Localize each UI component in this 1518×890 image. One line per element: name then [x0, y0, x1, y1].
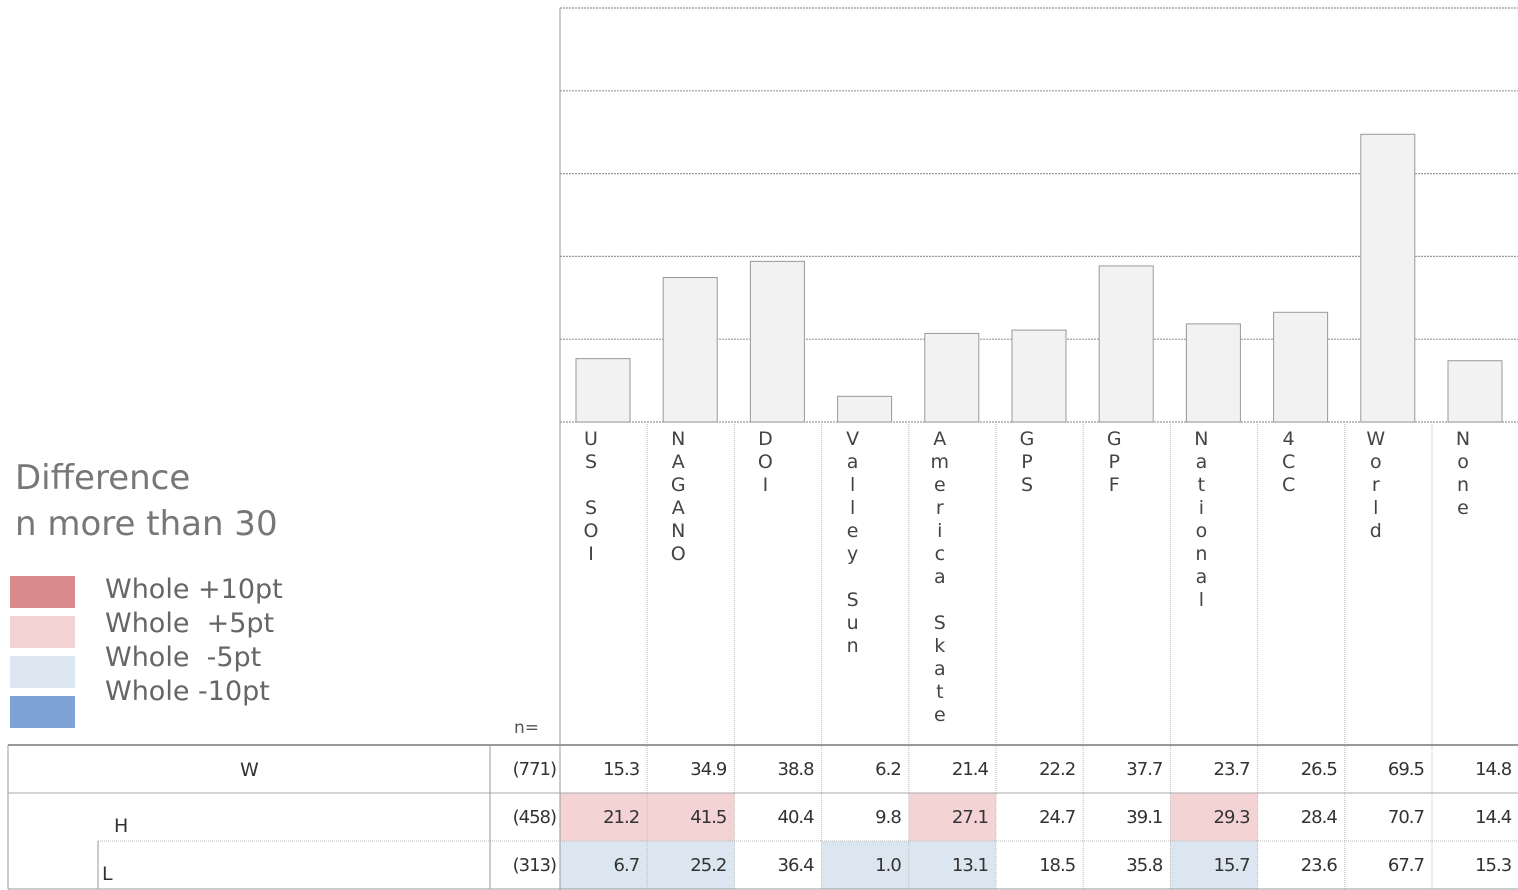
cell-highlight [647, 841, 735, 889]
cell-value: 21.2 [603, 807, 640, 828]
category-label: US SOI [580, 428, 602, 566]
legend-label: Whole -10pt [105, 676, 270, 707]
cell-value: 41.5 [690, 807, 727, 828]
cell-value: 21.4 [951, 759, 989, 780]
cell-value: 37.7 [1126, 759, 1163, 780]
cell-value: 15.3 [1475, 855, 1512, 876]
row-label: L [102, 863, 113, 885]
legend-label: Whole +5pt [105, 608, 275, 639]
category-label: NAGANO [667, 428, 690, 566]
bar [1098, 265, 1154, 423]
bar [1185, 323, 1241, 423]
cell-value: 1.0 [875, 855, 902, 876]
legend-title: Difference [15, 458, 191, 498]
row-label: H [114, 815, 129, 837]
cell-highlight [1170, 841, 1258, 889]
cell-value: 15.3 [603, 759, 640, 780]
cell-value: 18.5 [1039, 855, 1076, 876]
cell-value: 39.1 [1126, 807, 1163, 828]
legend-label: Whole -5pt [105, 642, 262, 673]
cell-value: 13.1 [951, 855, 989, 876]
cell-value: 36.4 [777, 855, 815, 876]
cell-value: 6.7 [613, 855, 641, 876]
n-value: (771) [512, 759, 557, 780]
cell-highlight [908, 841, 996, 889]
cell-value: 28.4 [1300, 807, 1338, 828]
bar [662, 277, 718, 423]
category-label: DOI [754, 428, 777, 497]
cell-value: 26.5 [1300, 759, 1338, 780]
cell-value: 23.7 [1213, 759, 1251, 780]
cell-highlight [647, 793, 735, 841]
cell-highlight [1170, 793, 1258, 841]
bar [1360, 133, 1416, 423]
legend-label: Whole +10pt [105, 574, 283, 605]
bar [575, 358, 631, 423]
cell-value: 23.6 [1300, 855, 1338, 876]
cell-value: 6.2 [875, 759, 902, 780]
n-header: n= [514, 718, 540, 738]
category-label: National [1190, 428, 1213, 612]
category-label: World [1364, 428, 1387, 543]
cell-value: 22.2 [1039, 759, 1076, 780]
category-label: GPF [1103, 428, 1126, 497]
n-value: (458) [512, 807, 557, 828]
legend-swatch [10, 696, 75, 728]
cell-value: 25.2 [690, 855, 727, 876]
bar [1273, 311, 1329, 423]
category-label: 4CC [1277, 428, 1300, 497]
cell-value: 70.7 [1387, 807, 1425, 828]
cell-highlight [821, 841, 909, 889]
cell-value: 15.7 [1213, 855, 1251, 876]
cell-value: 24.7 [1039, 807, 1076, 828]
cell-value: 29.3 [1213, 807, 1251, 828]
category-label: Valley Sun [841, 428, 864, 658]
n-value: (313) [512, 855, 557, 876]
cell-highlight [560, 841, 648, 889]
cell-highlight [908, 793, 996, 841]
cell-value: 38.8 [777, 759, 815, 780]
cell-value: 9.8 [875, 807, 902, 828]
cell-value: 14.4 [1475, 807, 1512, 828]
bar [924, 332, 980, 423]
legend-swatch [10, 656, 75, 688]
cell-value: 69.5 [1387, 759, 1425, 780]
category-label: None [1452, 428, 1474, 520]
cell-value: 35.8 [1126, 855, 1163, 876]
cell-value: 40.4 [777, 807, 815, 828]
bar [837, 395, 893, 423]
category-label: America Skate [928, 428, 951, 727]
category-label: GPS [1016, 428, 1038, 497]
cell-value: 34.9 [690, 759, 727, 780]
bar [1011, 329, 1067, 423]
legend-subtitle: n more than 30 [15, 504, 278, 544]
legend-swatch [10, 576, 75, 608]
bar [1447, 360, 1503, 423]
legend-swatch [10, 616, 75, 648]
row-label: W [240, 759, 259, 781]
cell-value: 14.8 [1475, 759, 1512, 780]
cell-value: 27.1 [951, 807, 989, 828]
bar [749, 260, 805, 423]
cell-value: 67.7 [1387, 855, 1425, 876]
cell-highlight [560, 793, 648, 841]
